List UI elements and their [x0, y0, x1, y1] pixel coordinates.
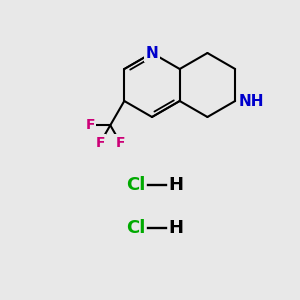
Text: Cl: Cl — [126, 219, 146, 237]
Text: F: F — [116, 136, 125, 150]
Text: NH: NH — [238, 94, 264, 109]
Text: F: F — [95, 136, 105, 150]
Text: N: N — [146, 46, 158, 61]
Text: Cl: Cl — [126, 176, 146, 194]
Text: H: H — [169, 176, 184, 194]
Text: H: H — [169, 219, 184, 237]
Text: F: F — [85, 118, 95, 132]
